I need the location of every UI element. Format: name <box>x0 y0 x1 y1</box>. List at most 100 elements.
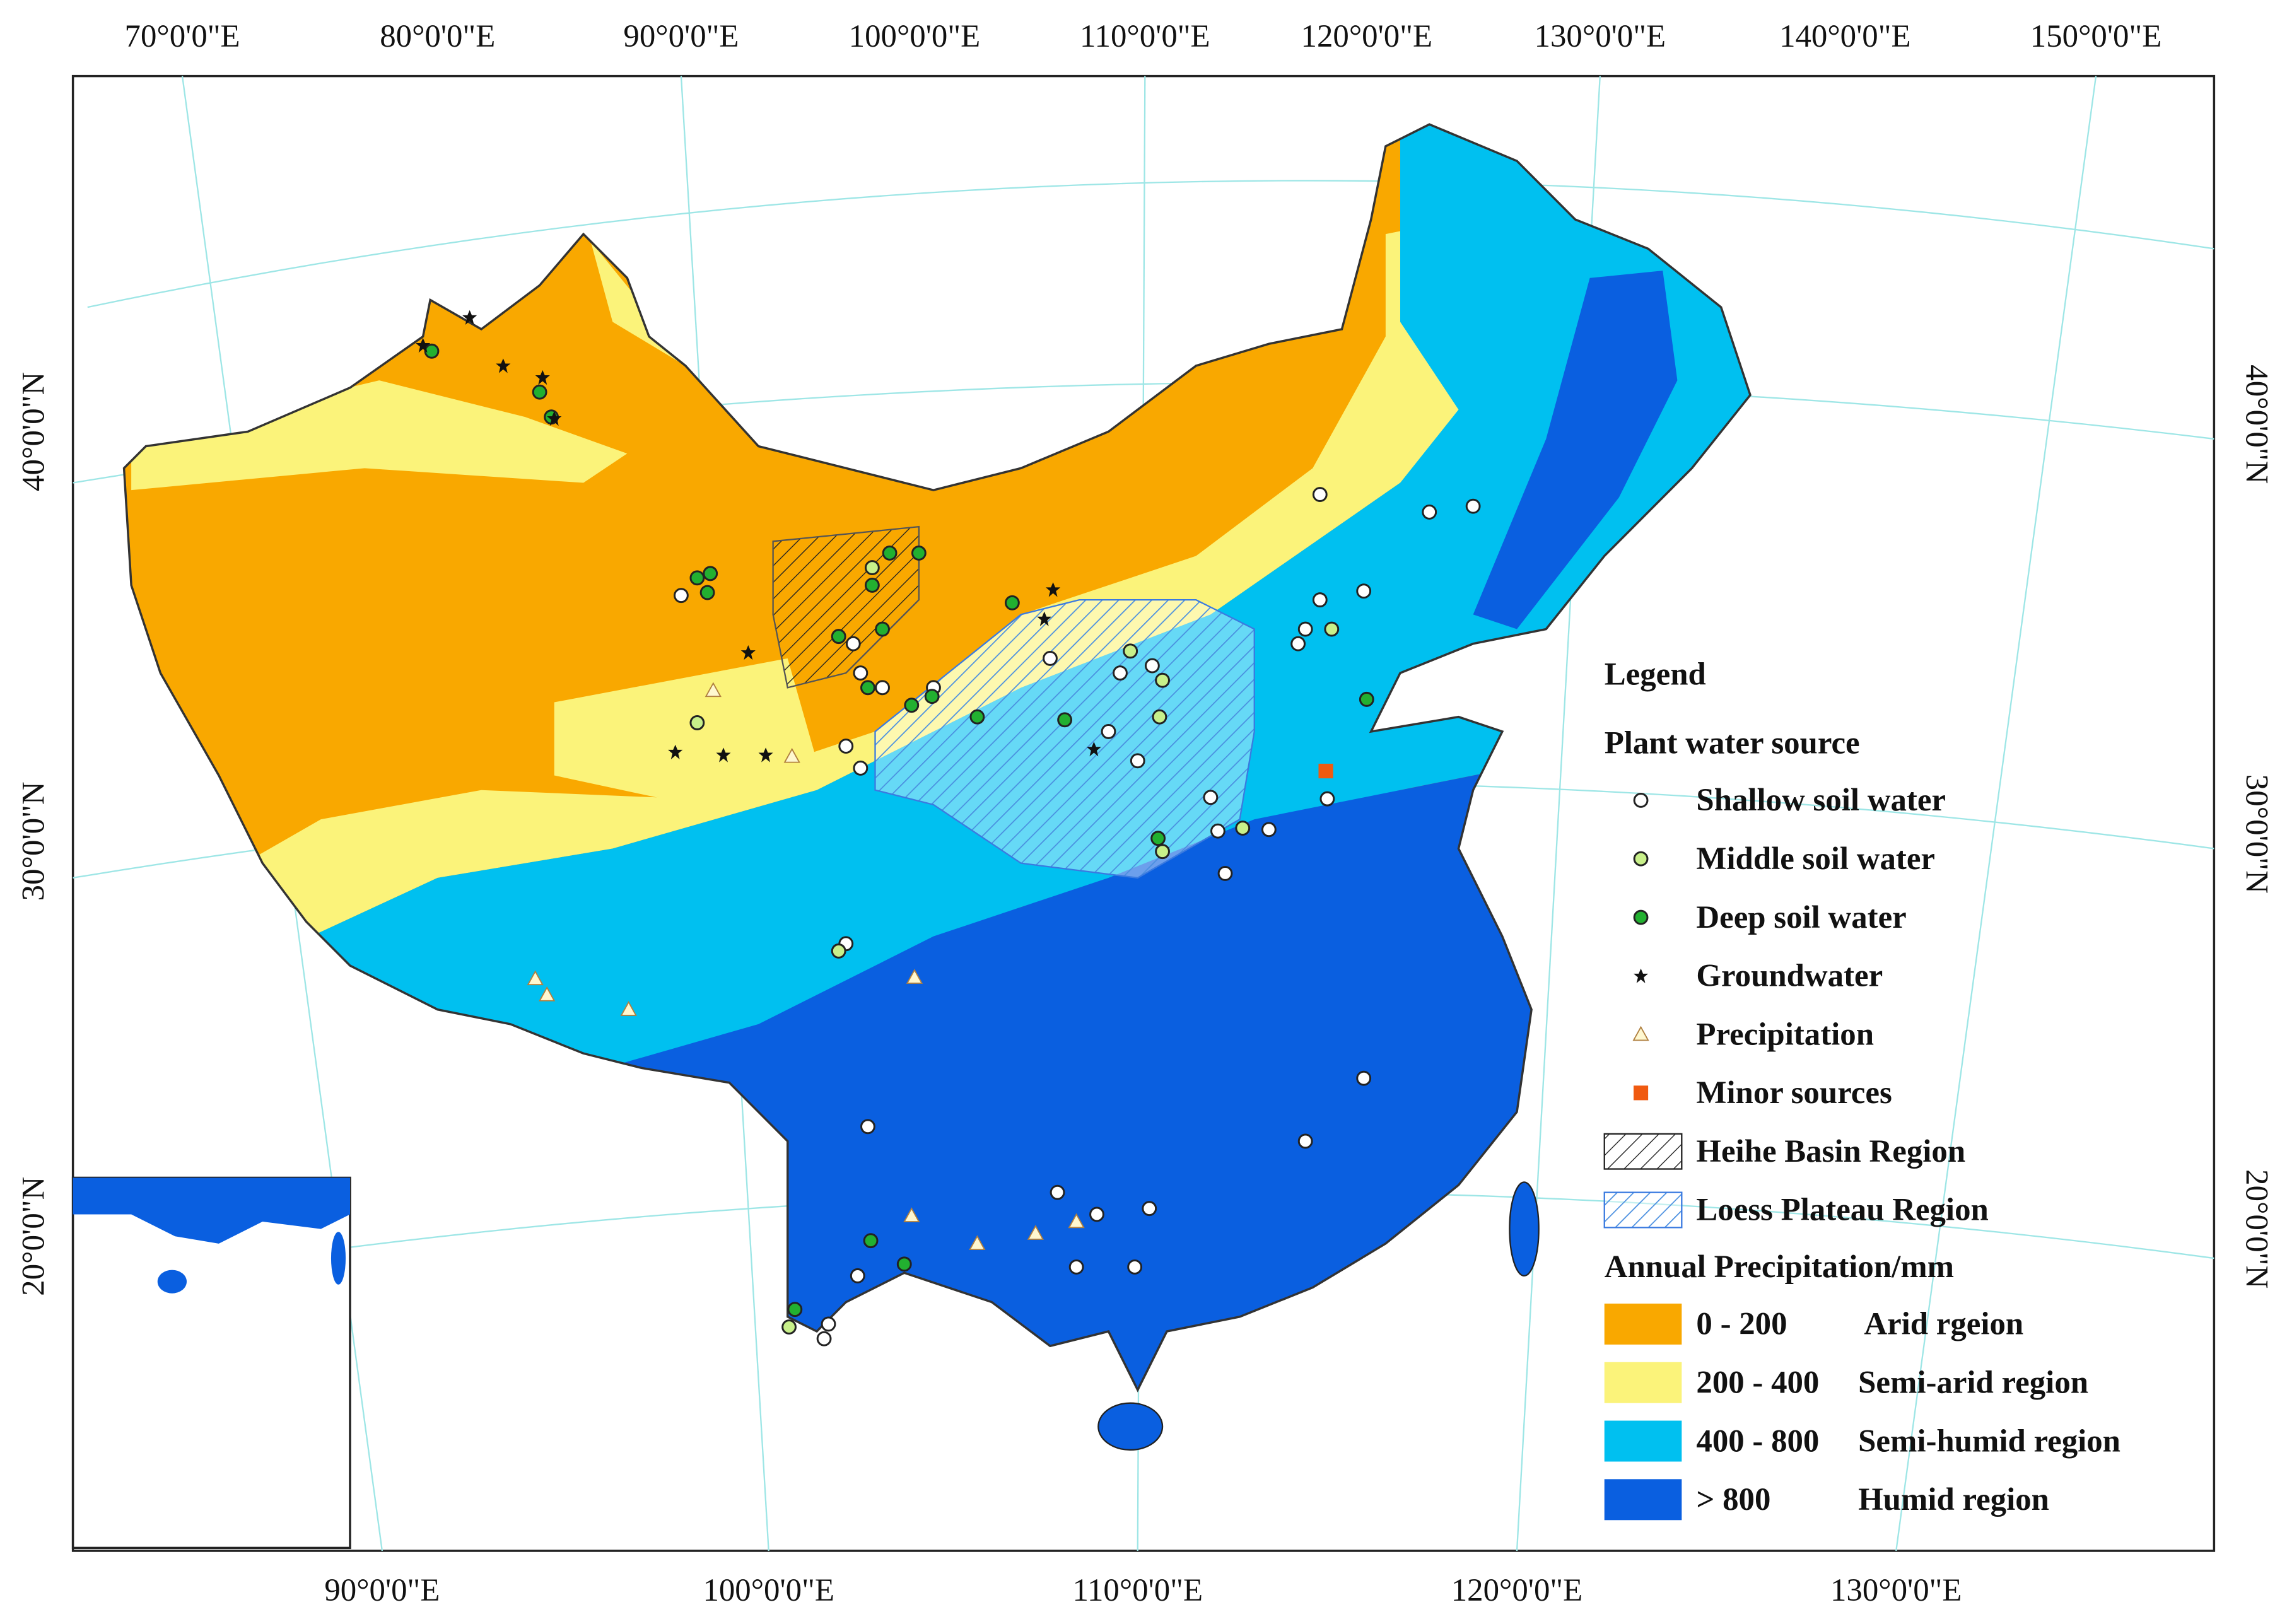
taiwan <box>1509 1181 1540 1277</box>
groundwater-marker <box>547 411 562 426</box>
precipitation-marker <box>620 1001 637 1016</box>
shallow-marker <box>1312 592 1328 608</box>
legend-source-label: Groundwater <box>1696 958 1883 993</box>
legend-precip-swatch <box>1604 1479 1682 1521</box>
middle-marker <box>1633 851 1649 867</box>
deep-marker <box>1633 909 1649 925</box>
shallow-marker <box>1319 791 1335 807</box>
top-lon-label: 80°0'0"E <box>380 19 495 54</box>
legend-region-swatch <box>1603 1133 1683 1170</box>
shallow-marker <box>1127 1259 1143 1275</box>
right-lat-label: 30°0'0"N <box>2238 774 2274 894</box>
shallow-marker <box>1297 621 1313 637</box>
groundwater-marker <box>740 645 756 660</box>
top-lon-label: 120°0'0"E <box>1301 19 1432 54</box>
shallow-marker <box>674 588 689 604</box>
left-lat-label: 30°0'0"N <box>16 781 51 901</box>
minor-marker <box>1318 763 1333 779</box>
deep-marker <box>969 709 985 725</box>
deep-marker <box>703 566 718 581</box>
legend-region-swatch <box>1603 1191 1683 1229</box>
shallow-marker <box>1217 865 1233 881</box>
shallow-marker <box>1633 792 1649 808</box>
right-lat-label: 20°0'0"N <box>2238 1169 2274 1288</box>
legend-source-label: Precipitation <box>1696 1017 1874 1052</box>
legend-precip-swatch <box>1604 1420 1682 1462</box>
groundwater-marker <box>1046 582 1061 597</box>
deep-marker <box>924 689 940 704</box>
shallow-marker <box>821 1316 836 1332</box>
top-lon-label: 70°0'0"E <box>125 19 240 54</box>
legend-precip-range: 400 - 800 <box>1696 1423 1819 1459</box>
shallow-marker <box>1210 823 1225 839</box>
sample-sites <box>416 310 1481 1347</box>
shallow-marker <box>1101 723 1116 739</box>
middle-marker <box>781 1319 797 1335</box>
precipitation-marker <box>1068 1213 1085 1229</box>
shallow-marker <box>853 665 869 681</box>
groundwater-marker <box>462 310 477 325</box>
legend-region-label: Heihe Basin Region <box>1696 1134 1965 1169</box>
groundwater-marker <box>1086 742 1101 757</box>
middle-marker <box>1152 709 1167 725</box>
deep-marker <box>882 545 898 561</box>
groundwater-marker <box>1634 968 1649 983</box>
precipitation-marker <box>1027 1225 1044 1240</box>
deep-marker <box>699 585 715 600</box>
shallow-marker <box>853 760 869 776</box>
middle-marker <box>1155 672 1170 688</box>
middle-marker <box>1324 621 1340 637</box>
legend-source-label: Shallow soil water <box>1696 783 1946 818</box>
shallow-marker <box>1465 498 1481 514</box>
deep-marker <box>1150 831 1166 846</box>
groundwater-marker <box>758 747 773 762</box>
middle-marker <box>1235 821 1251 836</box>
precipitation-marker <box>783 747 800 763</box>
middle-marker <box>1123 643 1138 659</box>
deep-marker <box>1057 712 1073 728</box>
top-lon-label: 110°0'0"E <box>1080 19 1210 54</box>
legend-precip-swatch <box>1604 1362 1682 1403</box>
precipitation-marker <box>1632 1025 1649 1041</box>
shallow-marker <box>1312 487 1328 503</box>
deep-marker <box>532 384 547 400</box>
deep-marker <box>831 629 846 645</box>
legend-precip-label: Semi-arid region <box>1858 1365 2088 1400</box>
legend-source-label: Middle soil water <box>1696 841 1935 877</box>
hainan <box>1097 1402 1164 1451</box>
deep-marker <box>875 621 890 637</box>
shallow-marker <box>1089 1206 1104 1222</box>
deep-marker <box>860 680 875 696</box>
deep-marker <box>911 545 927 561</box>
left-lat-label: 40°0'0"N <box>16 372 51 491</box>
middle-marker <box>864 560 880 576</box>
groundwater-marker <box>668 744 683 759</box>
inset-map <box>71 1176 351 1550</box>
shallow-marker <box>1422 504 1437 520</box>
deep-marker <box>864 577 880 593</box>
shallow-marker <box>1113 665 1128 681</box>
legend-region-label: Loess Plateau Region <box>1696 1193 1988 1228</box>
deep-marker <box>689 570 705 586</box>
top-lon-label: 100°0'0"E <box>849 19 980 54</box>
top-lon-label: 90°0'0"E <box>623 19 739 54</box>
shallow-marker <box>1297 1133 1313 1149</box>
groundwater-marker <box>416 337 431 353</box>
deep-marker <box>863 1233 879 1249</box>
shallow-marker <box>1261 822 1277 838</box>
legend-precip-swatch <box>1604 1303 1682 1345</box>
shallow-marker <box>1130 753 1145 769</box>
groundwater-marker <box>496 358 511 373</box>
legend-precip-title: Annual Precipitation/mm <box>1605 1249 1954 1285</box>
top-lon-label: 130°0'0"E <box>1535 19 1666 54</box>
shallow-marker <box>1144 658 1160 674</box>
top-lon-label: 140°0'0"E <box>1779 19 1910 54</box>
shallow-marker <box>850 1268 865 1283</box>
top-lon-label: 150°0'0"E <box>2030 19 2161 54</box>
deep-marker <box>1004 595 1020 610</box>
precipitation-marker <box>527 970 544 986</box>
legend-precip-range: 0 - 200 <box>1696 1307 1787 1342</box>
bottom-lon-label: 90°0'0"E <box>324 1573 440 1608</box>
precipitation-marker <box>969 1235 986 1251</box>
